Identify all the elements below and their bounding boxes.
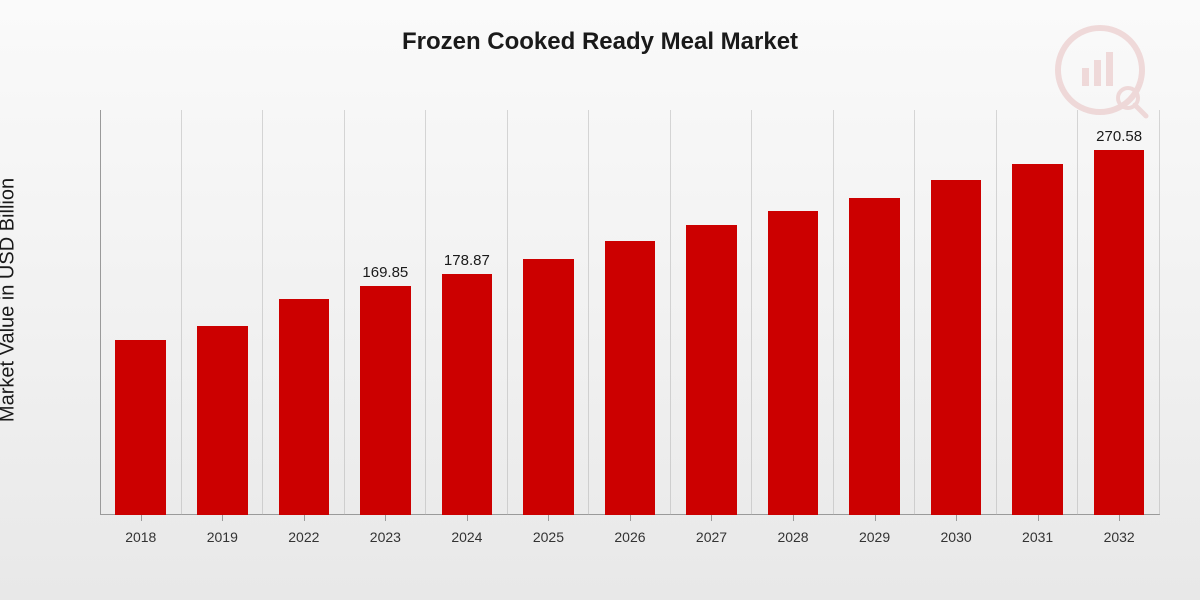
chart-container: 169.85178.87270.58 201820192022202320242…: [60, 110, 1170, 550]
x-tick: [956, 515, 957, 521]
bar: [686, 225, 737, 515]
x-tick: [1038, 515, 1039, 521]
bar-value-label: 178.87: [444, 252, 490, 269]
x-tick: [467, 515, 468, 521]
bar-slot: [671, 110, 753, 515]
x-tick: [1119, 515, 1120, 521]
bar-slot: 169.85: [345, 110, 427, 515]
bar: [768, 211, 819, 515]
bar: [523, 259, 574, 516]
bar-slot: [752, 110, 834, 515]
bars-group: 169.85 178.87 270.58: [100, 110, 1160, 515]
bar: [279, 299, 330, 515]
x-axis-label: 2018: [100, 529, 182, 545]
bar: [115, 340, 166, 516]
bar-slot: [182, 110, 264, 515]
x-axis-label: 2023: [345, 529, 427, 545]
x-tick: [711, 515, 712, 521]
x-tick: [304, 515, 305, 521]
x-axis-label: 2019: [182, 529, 264, 545]
bar: [931, 180, 982, 515]
x-axis-label: 2024: [426, 529, 508, 545]
x-axis-label: 2030: [915, 529, 997, 545]
bar: 169.85: [360, 286, 411, 515]
bar-slot: 178.87: [426, 110, 508, 515]
bar: 270.58: [1094, 150, 1145, 515]
x-axis-label: 2028: [752, 529, 834, 545]
x-tick: [141, 515, 142, 521]
bar-slot: [997, 110, 1079, 515]
bar-value-label: 270.58: [1096, 128, 1142, 145]
x-tick: [385, 515, 386, 521]
x-axis-label: 2026: [589, 529, 671, 545]
bar: [1012, 164, 1063, 515]
chart-title: Frozen Cooked Ready Meal Market: [0, 0, 1200, 56]
x-tick: [793, 515, 794, 521]
x-axis-label: 2029: [834, 529, 916, 545]
bar-slot: [100, 110, 182, 515]
bar-slot: [915, 110, 997, 515]
bar: [197, 326, 248, 515]
x-axis-label: 2025: [508, 529, 590, 545]
x-tick: [548, 515, 549, 521]
x-axis-label: 2027: [671, 529, 753, 545]
x-tick: [630, 515, 631, 521]
gridline: [1159, 110, 1160, 515]
x-tick: [222, 515, 223, 521]
y-axis-label: Market Value in USD Billion: [0, 100, 20, 500]
x-axis-label: 2031: [997, 529, 1079, 545]
bar-slot: [508, 110, 590, 515]
bar-slot: [834, 110, 916, 515]
bar-slot: 270.58: [1078, 110, 1160, 515]
x-axis-label: 2032: [1078, 529, 1160, 545]
x-axis-label: 2022: [263, 529, 345, 545]
bar-value-label: 169.85: [362, 264, 408, 281]
plot-area: 169.85 178.87 270.58: [100, 110, 1160, 515]
bar: [605, 241, 656, 515]
watermark-logo: [1050, 20, 1150, 120]
x-tick: [875, 515, 876, 521]
bar: 178.87: [442, 274, 493, 515]
x-axis-labels: 2018201920222023202420252026202720282029…: [100, 529, 1160, 545]
bar-slot: [263, 110, 345, 515]
bar-slot: [589, 110, 671, 515]
bar: [849, 198, 900, 515]
